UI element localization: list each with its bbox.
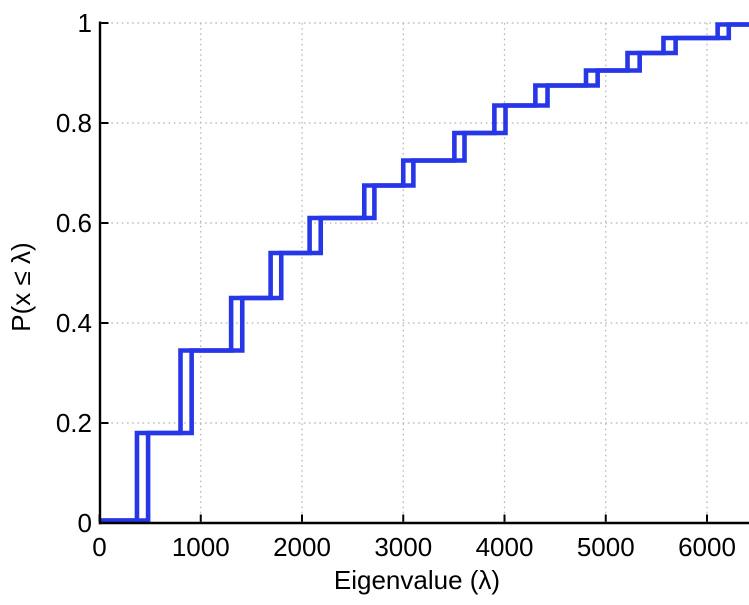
x-tick-labels: 0 1000 2000 3000 4000 5000 6000 bbox=[92, 532, 736, 562]
cdf-step-curve-left bbox=[100, 25, 749, 521]
y-tick-label: 0.2 bbox=[56, 408, 92, 438]
gridlines bbox=[101, 23, 749, 522]
x-tick-label: 1000 bbox=[172, 532, 230, 562]
y-tick-labels: 0 0.2 0.4 0.6 0.8 1 bbox=[56, 8, 92, 538]
y-axis-label: P(x ≤ λ) bbox=[6, 242, 36, 331]
y-tick-label: 0.8 bbox=[56, 108, 92, 138]
x-tick-label: 6000 bbox=[678, 532, 736, 562]
x-tick-label: 0 bbox=[92, 532, 106, 562]
x-tick-label: 4000 bbox=[476, 532, 534, 562]
y-tick-label: 0 bbox=[78, 508, 92, 538]
x-tick-label: 3000 bbox=[374, 532, 432, 562]
x-tick-label: 2000 bbox=[273, 532, 331, 562]
cdf-curves bbox=[100, 25, 749, 521]
x-tick-label: 5000 bbox=[577, 532, 635, 562]
cdf-step-curve-right bbox=[100, 25, 749, 521]
y-tick-label: 0.4 bbox=[56, 308, 92, 338]
x-axis-label: Eigenvalue (λ) bbox=[334, 565, 500, 595]
y-tick-label: 0.6 bbox=[56, 208, 92, 238]
y-tick-label: 1 bbox=[78, 8, 92, 38]
axes bbox=[99, 22, 749, 525]
